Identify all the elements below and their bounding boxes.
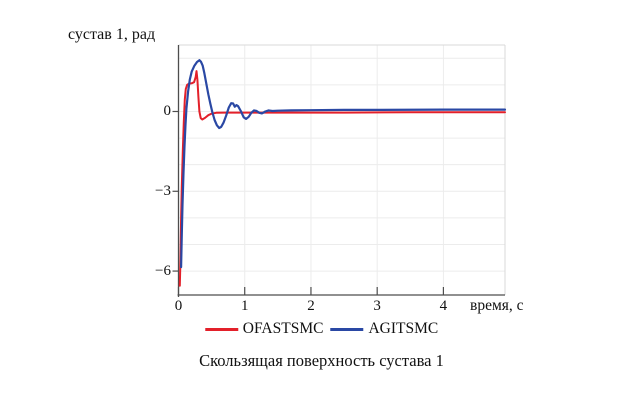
x-tick-label: 2 bbox=[307, 298, 315, 314]
x-tick-label: 3 bbox=[373, 298, 381, 314]
ofastsmc-line-swatch bbox=[204, 327, 238, 331]
x-tick-label: 4 bbox=[439, 298, 448, 314]
y-axis-title: сустав 1, рад bbox=[68, 26, 156, 43]
plot-box bbox=[172, 44, 506, 297]
y-tick-label: 0 bbox=[163, 102, 172, 119]
plot-area bbox=[172, 44, 507, 297]
ofastsmc-line bbox=[178, 70, 506, 287]
agitsmc-line-swatch bbox=[330, 327, 364, 331]
legend-item-agitsmc: AGITSMC bbox=[330, 320, 438, 338]
x-tick-label: 1 bbox=[240, 298, 249, 314]
y-tick-label: −3 bbox=[155, 182, 171, 199]
figure-caption: Скользящая поверхность сустава 1 bbox=[199, 351, 444, 370]
y-tick-label: −6 bbox=[155, 262, 171, 279]
gridlines bbox=[178, 45, 505, 295]
x-axis-title: время, с bbox=[470, 297, 524, 314]
x-tick-label: 0 bbox=[174, 298, 183, 314]
legend-label-ofastsmc: OFASTSMC bbox=[242, 320, 324, 337]
agitsmc-line bbox=[180, 59, 507, 269]
legend: OFASTSMC AGITSMC bbox=[204, 320, 438, 338]
legend-label-agitsmc: AGITSMC bbox=[368, 320, 439, 337]
legend-item-ofastsmc: OFASTSMC bbox=[204, 320, 324, 338]
